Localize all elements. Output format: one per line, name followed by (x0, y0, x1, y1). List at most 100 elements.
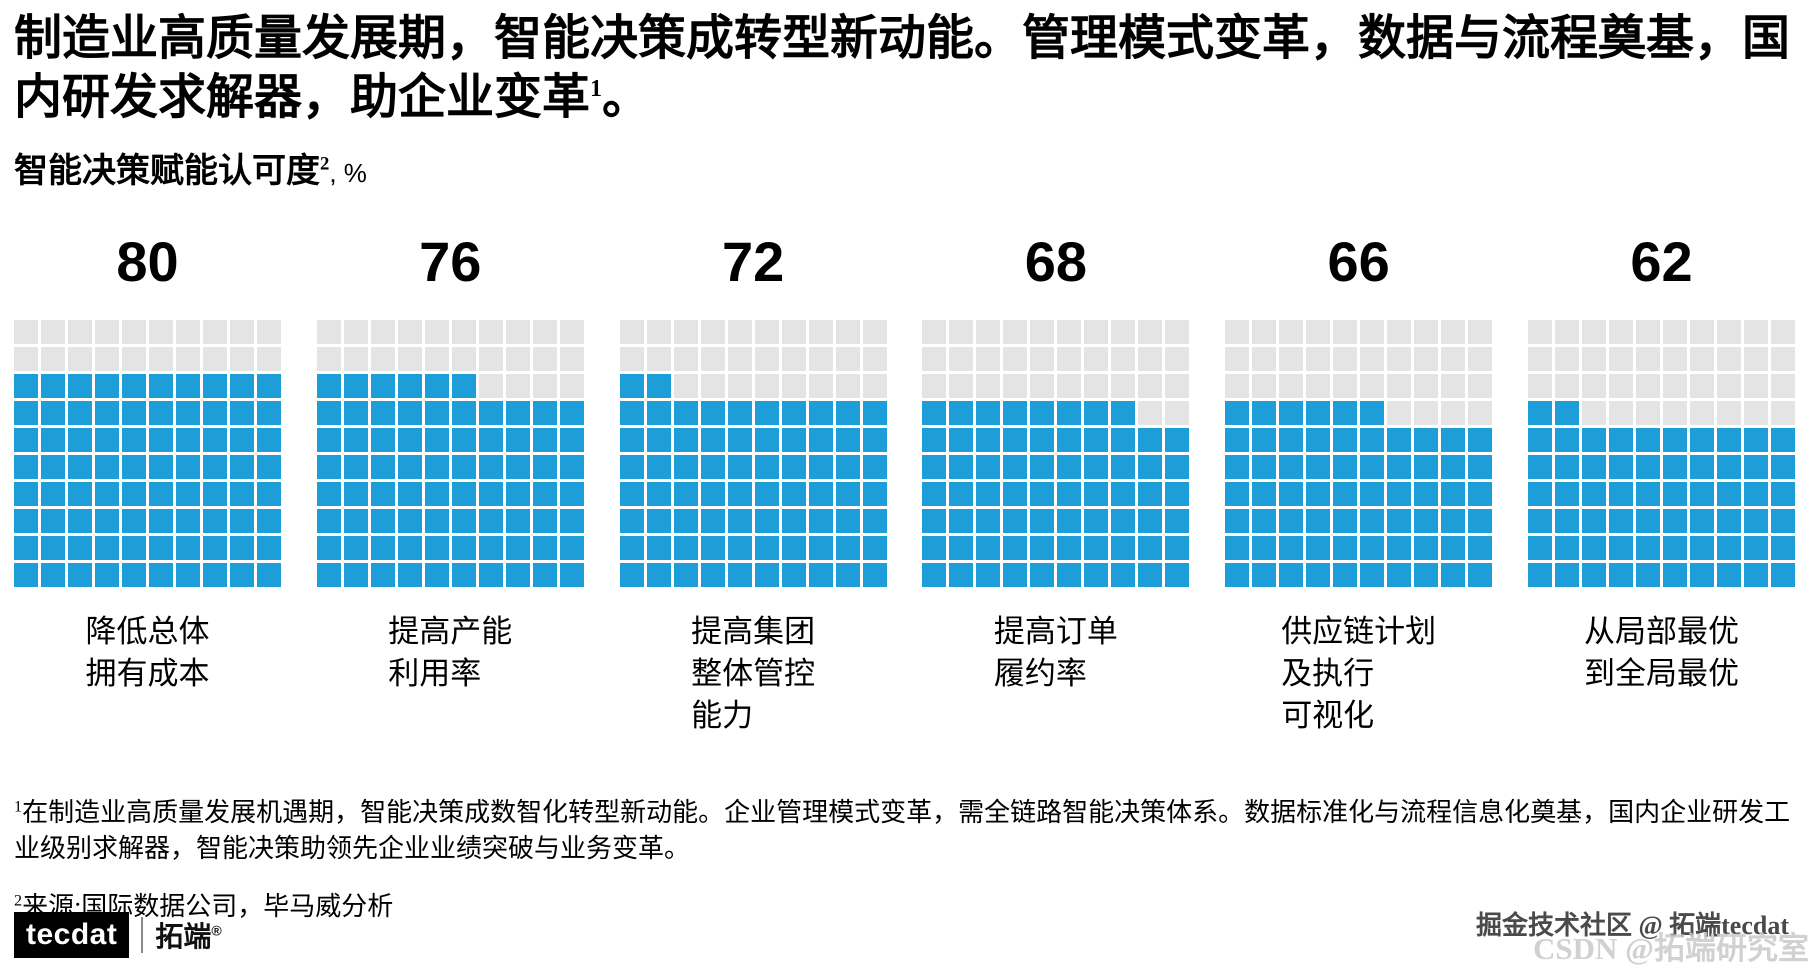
waffle-cell-empty (1387, 401, 1412, 426)
waffle-cell-filled (1635, 563, 1660, 588)
waffle-cell-filled (1743, 563, 1768, 588)
waffle-column: 80 降低总体 拥有成本 (14, 234, 281, 737)
waffle-cell-filled (122, 374, 146, 399)
waffle-cell-empty (1716, 347, 1741, 372)
waffle-cell-empty (619, 347, 644, 372)
waffle-cell-filled (122, 482, 146, 507)
waffle-cell-empty (532, 320, 557, 345)
waffle-cell-filled (976, 401, 1001, 426)
waffle-cell-empty (14, 320, 38, 345)
waffle-cell-filled (1360, 509, 1385, 534)
waffle-cell-filled (424, 536, 449, 561)
waffle-cell-filled (532, 455, 557, 480)
waffle-cell-filled (559, 455, 584, 480)
waffle-cell-filled (754, 563, 779, 588)
waffle-cell-filled (808, 482, 833, 507)
waffle-cell-filled (754, 401, 779, 426)
waffle-cell-empty (1468, 347, 1493, 372)
waffle-cell-filled (673, 482, 698, 507)
waffle-cell-filled (176, 374, 200, 399)
waffle-cell-filled (316, 509, 341, 534)
waffle-cell-filled (1279, 428, 1304, 453)
waffle-cell-filled (1030, 509, 1055, 534)
waffle-cell-filled (976, 563, 1001, 588)
watermark-juejin: 掘金技术社区 @ 拓端tecdat (1475, 911, 1789, 940)
waffle-cell-filled (1608, 563, 1633, 588)
waffle-cell-filled (1387, 509, 1412, 534)
waffle-cell-filled (646, 563, 671, 588)
waffle-cell-filled (1527, 428, 1552, 453)
waffle-cell-filled (424, 374, 449, 399)
waffle-cell-empty (1770, 347, 1795, 372)
waffle-cell-filled (1225, 536, 1250, 561)
waffle-column: 76 提高产能 利用率 (316, 234, 584, 737)
waffle-cell-empty (1468, 320, 1493, 345)
waffle-cell-filled (1333, 536, 1358, 561)
title-footnote-marker: 1 (590, 75, 603, 102)
waffle-cell-filled (646, 428, 671, 453)
waffle-cell-filled (532, 401, 557, 426)
waffle-cell-filled (1414, 563, 1439, 588)
waffle-cell-empty (41, 320, 65, 345)
waffle-cell-filled (1225, 509, 1250, 534)
waffle-cell-filled (1084, 401, 1109, 426)
waffle-cell-filled (397, 455, 422, 480)
waffle-cell-empty (754, 347, 779, 372)
waffle-cell-empty (949, 374, 974, 399)
waffle-cell-empty (1138, 320, 1163, 345)
waffle-cell-empty (1030, 320, 1055, 345)
waffle-column: 62 从局部最优 到全局最优 (1527, 234, 1795, 737)
registered-mark: ® (211, 922, 222, 939)
waffle-cell-filled (1111, 509, 1136, 534)
waffle-cell-empty (230, 320, 254, 345)
waffle-cell-filled (949, 509, 974, 534)
waffle-cell-empty (1165, 320, 1190, 345)
waffle-column: 66 供应链计划 及执行 可视化 (1225, 234, 1493, 737)
waffle-cell-filled (397, 428, 422, 453)
waffle-cell-filled (862, 536, 887, 561)
waffle-cell-filled (1441, 482, 1466, 507)
waffle-cell-empty (1689, 347, 1714, 372)
waffle-cell-filled (781, 509, 806, 534)
waffle-cell-filled (949, 563, 974, 588)
waffle-cell-filled (1225, 428, 1250, 453)
waffle-category-text: 降低总体 拥有成本 (85, 614, 210, 691)
waffle-cell-filled (370, 374, 395, 399)
waffle-cell-filled (1084, 455, 1109, 480)
waffle-cell-filled (922, 428, 947, 453)
waffle-cell-empty (619, 320, 644, 345)
waffle-cell-empty (176, 347, 200, 372)
page-title: 制造业高质量发展期，智能决策成转型新动能。管理模式变革，数据与流程奠基，国内研发… (14, 10, 1795, 127)
waffle-cell-filled (700, 509, 725, 534)
waffle-cell-filled (673, 536, 698, 561)
waffle-cell-filled (949, 428, 974, 453)
waffle-cell-empty (95, 320, 119, 345)
waffle-cell-filled (1165, 482, 1190, 507)
waffle-cell-filled (1554, 401, 1579, 426)
waffle-cell-filled (922, 455, 947, 480)
waffle-cell-filled (451, 374, 476, 399)
waffle-cell-filled (397, 374, 422, 399)
waffle-cell-filled (230, 455, 254, 480)
waffle-cell-filled (316, 428, 341, 453)
waffle-cell-filled (122, 401, 146, 426)
waffle-cell-filled (727, 536, 752, 561)
waffle-cell-filled (1608, 536, 1633, 561)
waffle-cell-filled (1527, 401, 1552, 426)
waffle-cell-empty (230, 347, 254, 372)
waffle-cell-filled (619, 482, 644, 507)
waffle-cell-filled (1165, 455, 1190, 480)
waffle-cell-filled (1554, 482, 1579, 507)
waffle-cell-filled (505, 455, 530, 480)
waffle-cell-filled (257, 536, 281, 561)
waffle-cell-filled (1111, 428, 1136, 453)
waffle-cell-filled (1387, 563, 1412, 588)
waffle-cell-filled (781, 455, 806, 480)
subtitle-footnote-marker: 2 (320, 153, 330, 175)
waffle-cell-filled (1662, 509, 1687, 534)
waffle-cell-filled (1662, 536, 1687, 561)
waffle-cell-filled (1057, 428, 1082, 453)
waffle-cell-empty (976, 374, 1001, 399)
waffle-cell-empty (1003, 374, 1028, 399)
waffle-category-label: 降低总体 拥有成本 (14, 611, 281, 695)
